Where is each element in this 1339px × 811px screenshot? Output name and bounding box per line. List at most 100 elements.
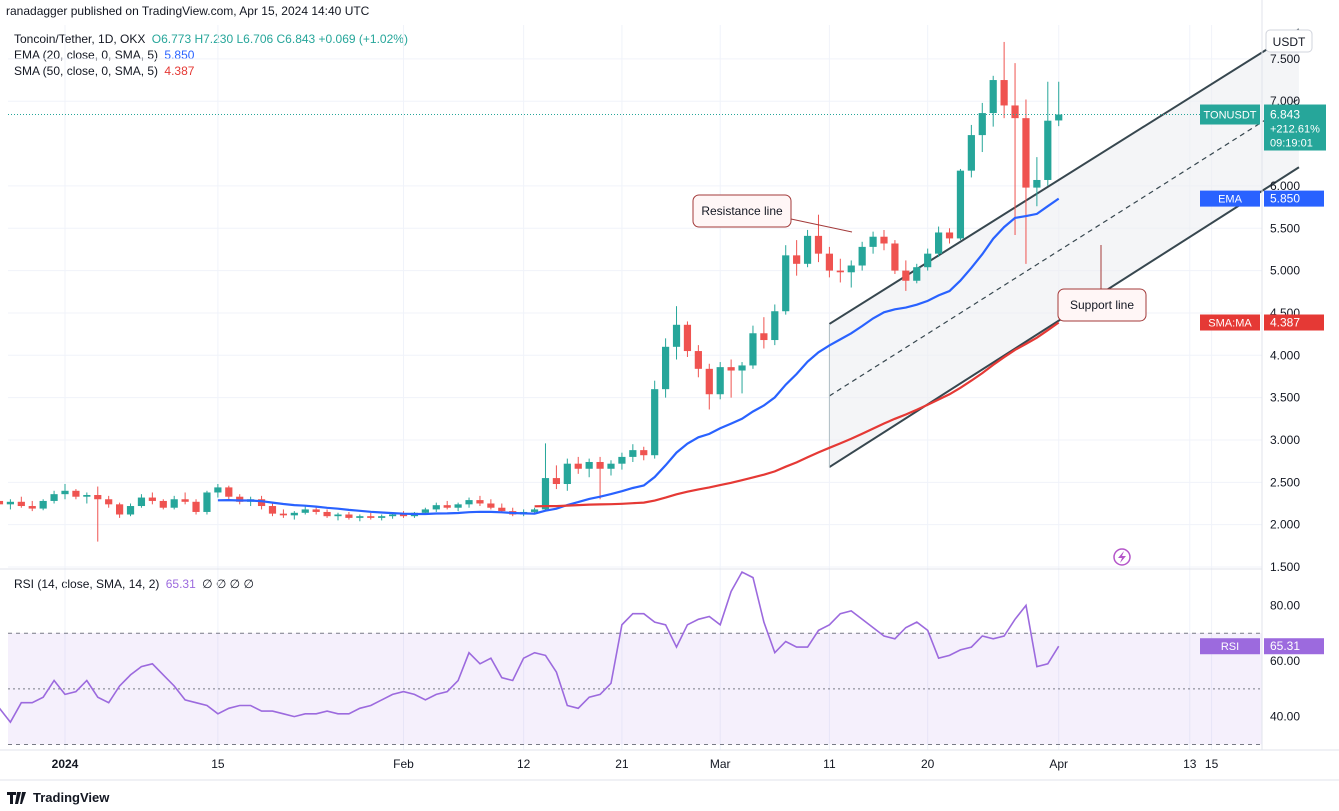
symbol-legend-row: Toncoin/Tether, 1D, OKX O6.773 H7.230 L6… [14, 31, 408, 47]
price-tick-label: 7.500 [1270, 52, 1300, 66]
candle-body [793, 255, 801, 264]
candle-body [290, 512, 298, 516]
candle-body [640, 450, 648, 456]
price-tick-label: 6.000 [1270, 179, 1300, 193]
candle-body [159, 500, 167, 508]
candle-body [454, 504, 462, 508]
candle-body [727, 367, 735, 371]
sma-legend-row[interactable]: SMA (50, close, 0, SMA, 5) 4.387 [14, 63, 408, 79]
rsi-band-fill [8, 633, 1262, 745]
time-tick-label: 15 [1205, 757, 1219, 771]
rsi-legend-label: RSI (14, close, SMA, 14, 2) [14, 577, 160, 591]
candle-body [825, 253, 833, 271]
price-tick-label: 4.000 [1270, 348, 1300, 362]
publisher-caption: ranadagger published on TradingView.com,… [6, 4, 370, 18]
candle-body [279, 513, 287, 516]
channel-midline [829, 98, 1300, 397]
symbol-tag-box [1200, 104, 1260, 125]
candle-body [956, 170, 965, 239]
candle-body [978, 113, 986, 136]
candle-body [6, 501, 14, 505]
candle-body [771, 311, 779, 341]
sma-legend-label: SMA (50, close, 0, SMA, 5) [14, 64, 159, 78]
candle-body [399, 514, 408, 517]
candle-body [694, 351, 702, 369]
callout-text: Support line [1070, 298, 1134, 312]
candle-body [126, 506, 135, 515]
tag-value: 5.850 [1270, 192, 1300, 206]
tag-value: 65.31 [1270, 639, 1300, 653]
time-tick-label: Apr [1049, 757, 1068, 771]
candle-body [683, 324, 692, 352]
candle-body [967, 135, 975, 171]
candle-body [705, 368, 713, 395]
candle-body [803, 235, 812, 264]
ema-legend-value: 5.850 [164, 48, 195, 62]
rsi-legend-row[interactable]: RSI (14, close, SMA, 14, 2) 65.31 ∅ ∅ ∅ … [14, 577, 254, 591]
candle-body [345, 514, 353, 518]
candle-body [181, 499, 189, 502]
tradingview-brand[interactable]: TradingView [7, 790, 109, 805]
candle-body [847, 265, 855, 273]
candle-body [1000, 80, 1008, 106]
candle-body [61, 490, 69, 495]
price-tags: USDT TONUSDT 6.843 +212.61% 09:19:01 EMA 5.850… [1200, 29, 1326, 655]
candle-body [945, 232, 954, 239]
tag-value: 4.387 [1270, 316, 1300, 330]
candle-body [312, 509, 320, 512]
candle-body [749, 333, 757, 366]
symbol-tag: TONUSDT [1204, 110, 1257, 122]
candle-body [1044, 120, 1052, 180]
rsi-tick-label: 80.00 [1270, 598, 1300, 612]
candle-body [1033, 179, 1041, 188]
currency-button [1265, 29, 1313, 53]
candle-body [94, 495, 102, 500]
candle-body [334, 514, 342, 517]
candle-body [1022, 118, 1030, 188]
last-price-countdown: 09:19:01 [1270, 138, 1313, 150]
time-tick-label: 2024 [52, 757, 79, 771]
candle-body [214, 487, 222, 493]
candle-body [913, 267, 921, 281]
price-tick-label: 1.500 [1270, 560, 1300, 574]
lightning-icon [1113, 548, 1131, 566]
candle-body [476, 500, 484, 504]
candle-body [891, 243, 899, 271]
price-channel [828, 28, 1300, 468]
price-tick-label: 3.500 [1270, 391, 1300, 405]
candle-body [520, 511, 528, 515]
price-tick-label: 4.500 [1270, 306, 1300, 320]
last-price-value: 6.843 [1270, 108, 1300, 122]
price-tick-label: 2.500 [1270, 475, 1300, 489]
time-tick-label: Mar [710, 757, 731, 771]
candle-body [651, 389, 659, 456]
candle-body [17, 501, 25, 507]
candle-body [662, 346, 670, 390]
candle-body [902, 270, 910, 281]
rsi-legend-extra: ∅ ∅ ∅ ∅ [202, 577, 254, 591]
price-tick-label: 3.000 [1270, 433, 1300, 447]
candle-body [596, 461, 604, 469]
candle-body [1055, 114, 1063, 121]
candle-body [410, 512, 419, 517]
time-tick-label: 21 [615, 757, 629, 771]
candle-body [83, 495, 91, 497]
price-tick-label: 2.000 [1270, 518, 1300, 532]
candlesticks [0, 41, 1063, 542]
candle-body [487, 503, 495, 508]
candle-body [498, 507, 506, 512]
tag-label: SMA:MA [1208, 318, 1252, 330]
annotations: Resistance line Support line [692, 194, 1147, 566]
candle-body [236, 496, 244, 502]
time-tick-label: 13 [1183, 757, 1197, 771]
callout-box [1057, 288, 1147, 322]
tag-label: EMA [1218, 194, 1243, 206]
ema-legend-row[interactable]: EMA (20, close, 0, SMA, 5) 5.850 [14, 47, 408, 63]
candle-body [530, 509, 539, 512]
last-price-tag-box [1264, 104, 1326, 151]
price-tick-label: 7.000 [1270, 94, 1300, 108]
rsi-legend-value: 65.31 [165, 577, 196, 591]
candle-body [782, 255, 790, 312]
rsi-bands [8, 632, 1262, 745]
